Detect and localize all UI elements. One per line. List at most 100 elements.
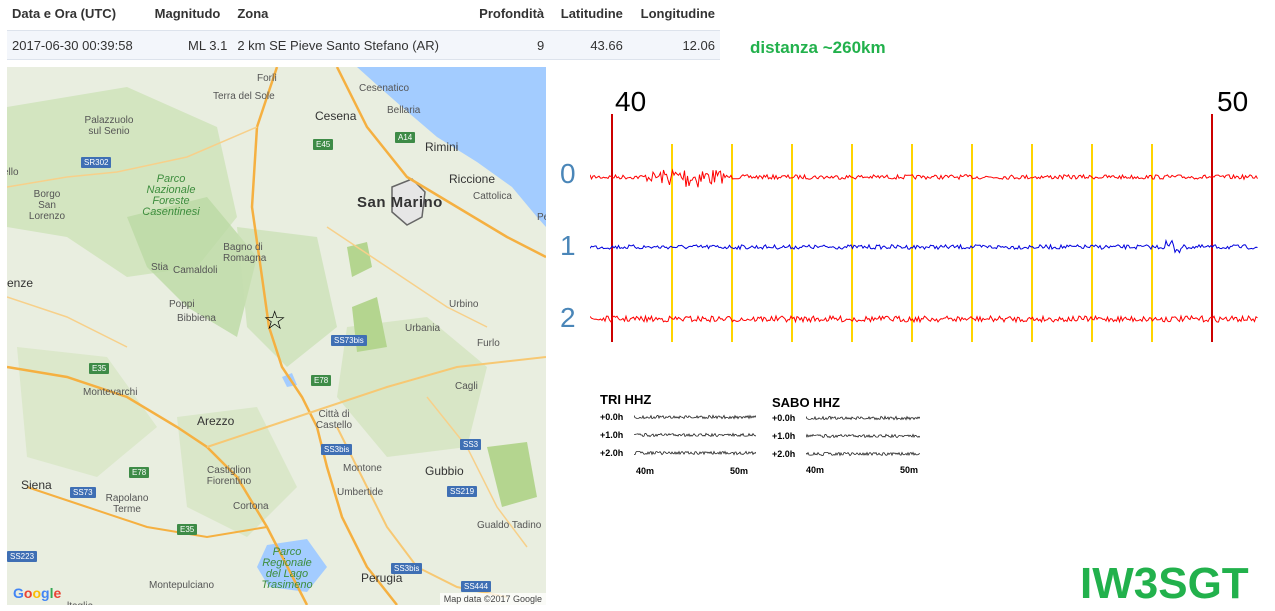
- map-label: Bagno di Romagna: [223, 242, 267, 264]
- map-label: Borgo San Lorenzo: [28, 189, 66, 222]
- map-label: ello: [7, 167, 19, 178]
- time-label-50: 50: [1217, 86, 1249, 117]
- map-label: Urbania: [405, 323, 441, 334]
- map-label: Arezzo: [197, 414, 235, 428]
- map-label: Gualdo Tadino: [477, 520, 542, 531]
- table-cell: 9: [467, 30, 550, 60]
- map-label: Montone: [343, 463, 382, 474]
- map-label: Siena: [21, 478, 52, 492]
- map-label: Bellaria: [387, 105, 421, 116]
- axis-label: 50m: [730, 466, 749, 476]
- map-label: Furlo: [477, 338, 500, 349]
- table-cell: ML 3.1: [149, 30, 233, 60]
- column-header: Zona: [237, 6, 269, 21]
- table-cell: 43.66: [549, 30, 628, 60]
- distance-label: distanza ~260km: [750, 38, 886, 57]
- panel-title: SABO HHZ: [772, 395, 840, 410]
- table-cell: 12.06: [627, 30, 720, 60]
- road-shield: SS73bis: [331, 335, 367, 346]
- road-shield: E35: [89, 363, 110, 374]
- table-row[interactable]: 2017-06-30 00:39:58 ML 3.1 2 km SE Pieve…: [7, 30, 720, 60]
- earthquake-table: Data e Ora (UTC) Magnitudo Zona Profondi…: [7, 2, 720, 60]
- mini-trace-row: [806, 415, 920, 421]
- row-label: +1.0h: [772, 431, 796, 441]
- epicenter-star-icon[interactable]: ☆: [263, 305, 287, 335]
- channel-label-0: 0: [560, 158, 576, 189]
- map-label: Forlì: [257, 73, 277, 84]
- mini-trace-row: [634, 450, 756, 456]
- map-label: Montevarchi: [83, 387, 138, 398]
- map-label: Pe: [537, 212, 546, 223]
- road-shield: E35: [177, 524, 198, 535]
- map-label: Parco Regionale del Lago Trasimeno: [261, 546, 313, 591]
- axis-label: 40m: [806, 465, 825, 475]
- map-label: Parco Nazionale Foreste Casentinesi: [142, 173, 200, 218]
- map-label: enze: [7, 276, 34, 290]
- road-shield: SS3bis: [321, 444, 353, 455]
- map-label: Bibbiena: [177, 313, 216, 324]
- map-label: Città di Castello: [315, 409, 353, 431]
- road-shield: E45: [313, 139, 334, 150]
- column-header: Magnitudo: [154, 6, 221, 21]
- seismic-trace-channel-1: [590, 238, 1258, 254]
- map-label: Riccione: [449, 172, 496, 186]
- tri-hhz-panel: TRI HHZ +0.0h +1.0h +2.0h 40m 50m: [600, 392, 760, 482]
- callsign-label: IW3SGT: [1080, 559, 1249, 608]
- table-cell: 2017-06-30 00:39:58: [7, 30, 150, 60]
- map-label: ltaglia: [67, 601, 93, 605]
- road-shield: E78: [129, 467, 150, 478]
- road-shield: SS3: [460, 439, 482, 450]
- seismogram-plot: [590, 114, 1258, 342]
- row-label: +2.0h: [772, 449, 796, 459]
- row-label: +2.0h: [600, 448, 624, 458]
- map-label: San Marino: [357, 194, 443, 211]
- row-label: +0.0h: [600, 412, 624, 422]
- column-header: Profondità: [479, 6, 545, 21]
- map-label: Camaldoli: [173, 265, 218, 276]
- map-label: Cattolica: [473, 191, 512, 202]
- column-header: Longitudine: [640, 6, 715, 21]
- map-label: Perugia: [361, 571, 403, 585]
- seismic-trace-channel-2: [590, 314, 1258, 324]
- channel-label-2: 2: [560, 302, 576, 333]
- table-cell: 2 km SE Pieve Santo Stefano (AR): [232, 30, 468, 60]
- time-label-40: 40: [615, 86, 647, 117]
- mini-trace-row: [634, 414, 756, 420]
- column-header: Latitudine: [560, 6, 623, 21]
- map-label: Cesenatico: [359, 83, 410, 94]
- seismic-trace-channel-0: [590, 168, 1258, 188]
- map-label: Rapolano Terme: [105, 493, 149, 515]
- map-label: Castiglion Fiorentino: [206, 465, 252, 487]
- map[interactable]: Forlì Terra del Sole Cesenatico Bellaria…: [7, 67, 546, 605]
- map-label: Cesena: [315, 109, 357, 123]
- map-label: Montepulciano: [149, 580, 215, 591]
- column-header: Data e Ora (UTC): [12, 6, 117, 21]
- axis-label: 40m: [636, 466, 655, 476]
- map-label: Gubbio: [425, 464, 464, 478]
- mini-trace-row: [634, 432, 756, 438]
- google-logo: Google: [13, 585, 62, 601]
- road-shield: E78: [311, 375, 332, 386]
- mini-trace-row: [806, 451, 920, 457]
- table-header-row: Data e Ora (UTC) Magnitudo Zona Profondi…: [7, 2, 720, 31]
- map-label: Cortona: [233, 501, 269, 512]
- mini-traces: [806, 415, 920, 457]
- map-attribution: Map data ©2017 Google: [439, 593, 546, 605]
- channel-label-1: 1: [560, 230, 576, 261]
- map-label: Terra del Sole: [213, 91, 275, 102]
- mini-trace-row: [806, 433, 920, 439]
- road-shield: SR302: [81, 157, 112, 168]
- map-terrain: [7, 67, 546, 605]
- map-label: Umbertide: [337, 487, 384, 498]
- row-label: +0.0h: [772, 413, 796, 423]
- road-shield: SS444: [461, 581, 492, 592]
- road-shield: A14: [395, 132, 416, 143]
- map-label: Palazzuolo sul Senio: [84, 115, 134, 137]
- mini-traces: [634, 414, 756, 456]
- map-label: Rimini: [425, 140, 459, 154]
- road-shield: SS73: [70, 487, 96, 498]
- axis-label: 50m: [900, 465, 919, 475]
- map-label: Poppi: [169, 299, 195, 310]
- road-shield: SS3bis: [391, 563, 423, 574]
- panel-title: TRI HHZ: [600, 392, 652, 407]
